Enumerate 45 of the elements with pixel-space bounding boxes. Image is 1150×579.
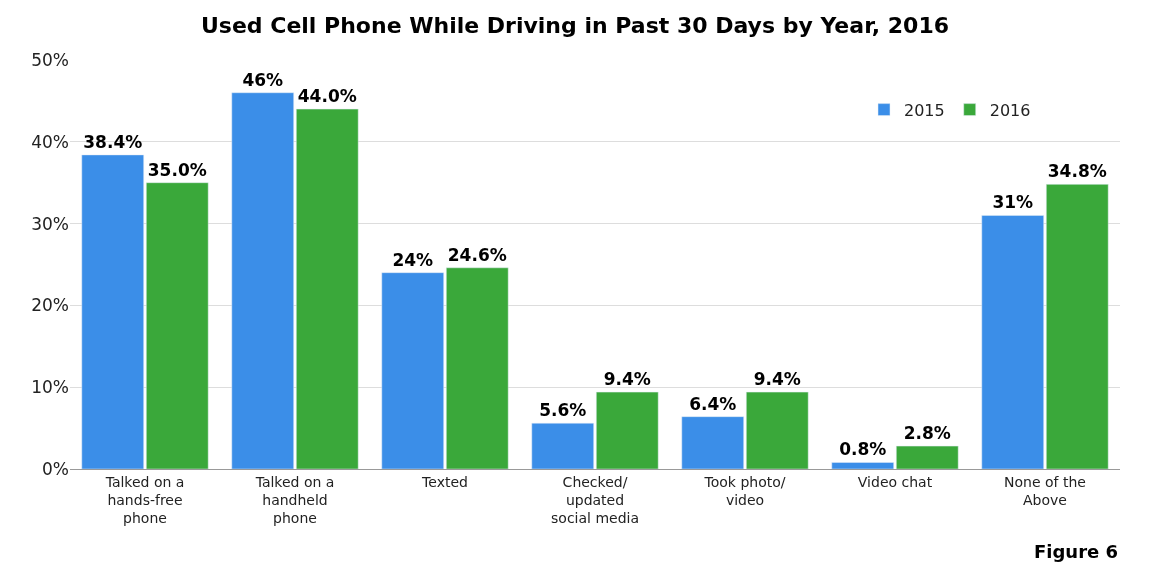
y-tick-label: 0% bbox=[42, 458, 69, 479]
data-label: 34.8% bbox=[1047, 161, 1107, 182]
data-label: 5.6% bbox=[539, 400, 587, 421]
bar bbox=[596, 391, 659, 469]
x-tick-label: Talked on a handheld phone bbox=[254, 473, 335, 527]
data-label: 6.4% bbox=[689, 393, 737, 414]
data-label: 24% bbox=[392, 249, 434, 270]
data-label: 46% bbox=[242, 69, 284, 90]
bar bbox=[896, 445, 959, 469]
legend-label: 2015 bbox=[904, 100, 945, 120]
caption: Figure 6 bbox=[1034, 541, 1119, 562]
data-label: 31% bbox=[992, 192, 1034, 213]
bar bbox=[831, 462, 894, 469]
bar bbox=[231, 92, 294, 469]
y-tick-label: 40% bbox=[31, 131, 69, 152]
data-label: 0.8% bbox=[839, 439, 887, 460]
x-tick-label: Took photo/ video bbox=[703, 473, 786, 508]
x-tick-label: Talked on a hands-free phone bbox=[104, 473, 185, 527]
x-tick-label: Video chat bbox=[857, 473, 933, 490]
bar bbox=[81, 154, 144, 469]
data-label: 2.8% bbox=[903, 423, 951, 444]
bar bbox=[746, 391, 809, 469]
bar bbox=[146, 182, 209, 469]
bar bbox=[981, 215, 1044, 469]
bar bbox=[381, 272, 444, 469]
data-label: 44.0% bbox=[297, 86, 357, 107]
legend-label: 2016 bbox=[989, 100, 1031, 120]
y-tick-label: 10% bbox=[31, 377, 69, 398]
bar bbox=[296, 108, 359, 469]
y-tick-label: 20% bbox=[31, 295, 69, 316]
data-label: 24.6% bbox=[447, 244, 507, 265]
bar bbox=[531, 422, 594, 469]
y-tick-label: 30% bbox=[31, 213, 69, 234]
data-label: 9.4% bbox=[753, 369, 801, 390]
x-tick-label: Texted bbox=[421, 473, 468, 490]
y-tick-label: 50% bbox=[31, 49, 69, 70]
data-label: 35.0% bbox=[147, 159, 207, 180]
data-label: 38.4% bbox=[83, 131, 143, 152]
x-tick-label: None of the Above bbox=[1004, 473, 1086, 508]
chart-title: Used Cell Phone While Driving in Past 30 Days by Year, 2016 bbox=[200, 12, 950, 38]
x-tick-label: Checked/ updated social media bbox=[551, 473, 639, 527]
bar bbox=[1046, 184, 1109, 469]
data-label: 9.4% bbox=[603, 369, 651, 390]
bar bbox=[446, 267, 509, 469]
bar bbox=[681, 416, 744, 469]
